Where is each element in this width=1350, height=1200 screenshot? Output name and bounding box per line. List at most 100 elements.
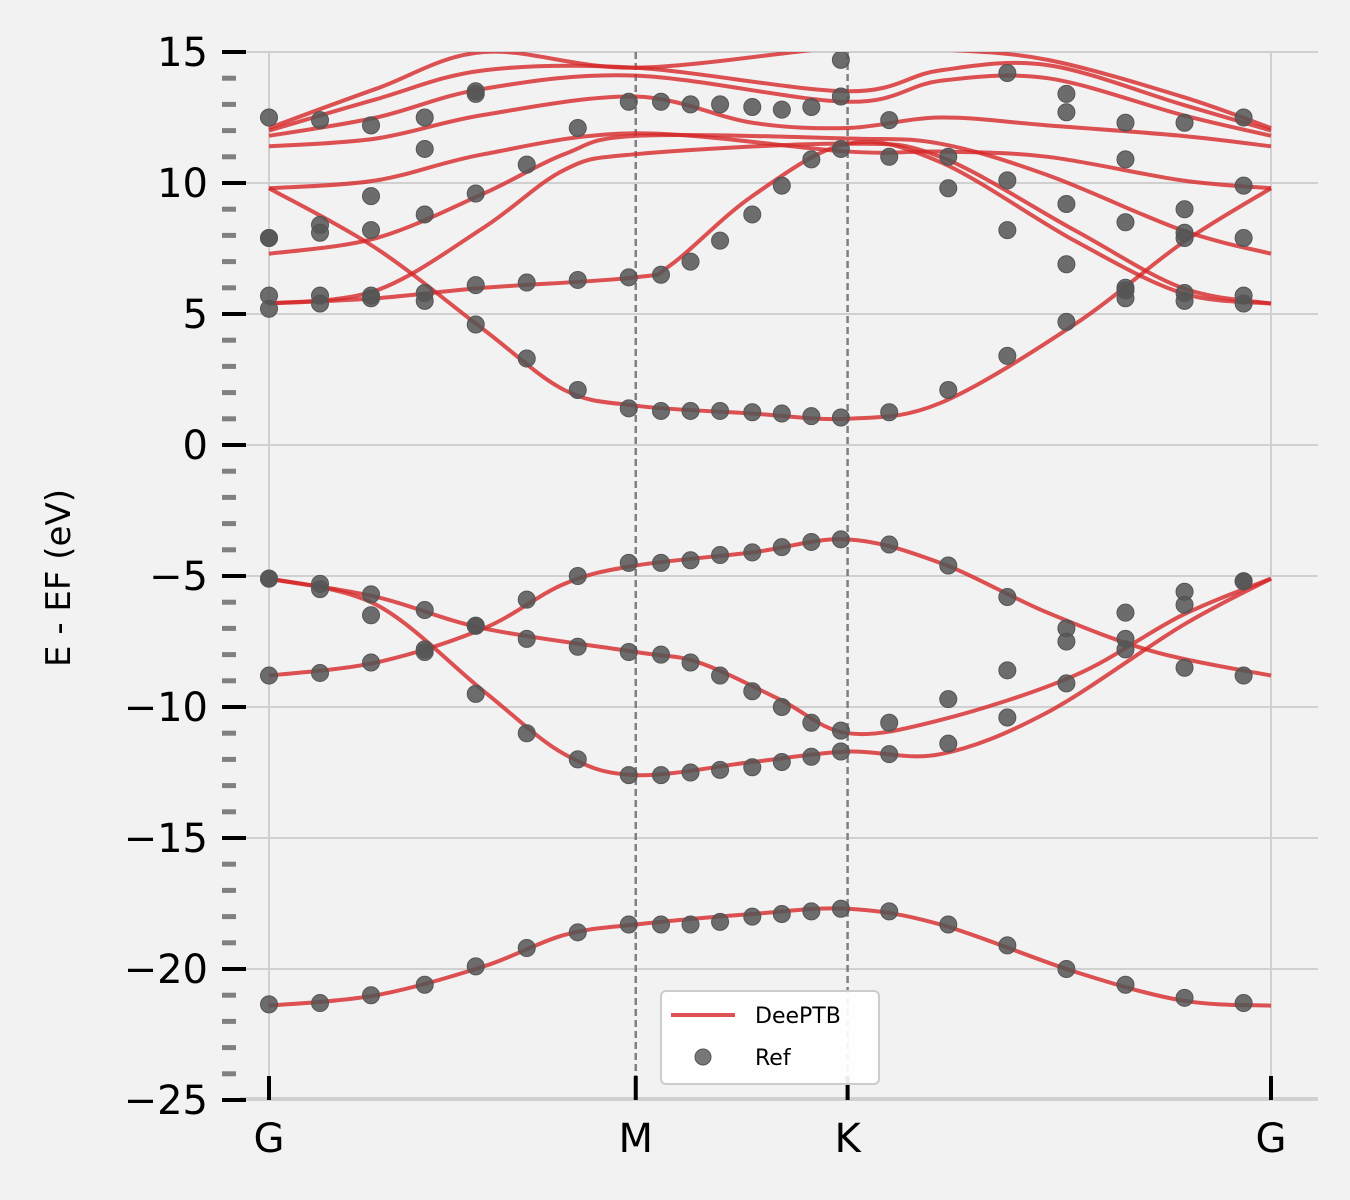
ref-point [681, 95, 700, 114]
ref-point [772, 538, 791, 557]
ref-point [1057, 255, 1076, 274]
ref-point [568, 118, 587, 137]
deeptb-band-line [268, 94, 1272, 149]
ref-point [619, 399, 638, 418]
y-axis-label: E - EF (eV) [39, 489, 79, 667]
ref-point [415, 975, 434, 994]
ref-point [568, 380, 587, 399]
ref-point [517, 590, 536, 609]
y-tick-label: −5 [149, 554, 208, 600]
ref-point [880, 535, 899, 554]
ref-point [1234, 229, 1253, 248]
ref-point [1234, 666, 1253, 685]
ref-point [939, 734, 958, 753]
ref-point [311, 580, 330, 599]
ref-point [711, 401, 730, 420]
ref-point [743, 907, 762, 926]
ref-point [517, 273, 536, 292]
ref-point [802, 150, 821, 169]
ref-point [415, 642, 434, 661]
ref-point [466, 616, 485, 635]
ref-point [466, 276, 485, 295]
ref-point [415, 601, 434, 620]
ref-points [260, 52, 1253, 1014]
ref-point [568, 637, 587, 656]
ref-point [831, 530, 850, 549]
ref-point [619, 915, 638, 934]
deeptb-band-line [268, 141, 1272, 306]
ref-point [743, 758, 762, 777]
ref-point [831, 87, 850, 106]
grid-lines [240, 51, 1318, 1101]
legend-ref-label: Ref [755, 1046, 792, 1071]
ref-point [831, 742, 850, 761]
ref-point [939, 690, 958, 709]
ref-point [880, 403, 899, 422]
ref-point [568, 567, 587, 585]
ref-point [415, 108, 434, 127]
ref-point [1116, 281, 1135, 300]
ref-point [619, 268, 638, 287]
ref-point [880, 902, 899, 921]
ref-point [802, 902, 821, 921]
ref-point [619, 642, 638, 661]
ref-point [619, 766, 638, 785]
ref-point [802, 713, 821, 732]
ref-point [939, 147, 958, 166]
ref-point [1057, 632, 1076, 651]
ref-point [998, 587, 1017, 606]
ref-point [802, 407, 821, 426]
ref-point [802, 747, 821, 766]
ref-point [831, 721, 850, 740]
ref-point [466, 957, 485, 976]
ref-point [362, 116, 381, 135]
ref-point [939, 179, 958, 198]
ref-point [1116, 975, 1135, 994]
ref-point [681, 252, 700, 271]
ref-point [651, 915, 670, 934]
ref-point [619, 553, 638, 572]
legend-ref-swatch [694, 1048, 712, 1066]
ref-point [651, 92, 670, 111]
ref-point [681, 763, 700, 782]
ref-point [466, 315, 485, 334]
ref-point [260, 108, 278, 127]
x-tick-label: G [1256, 1116, 1287, 1162]
deeptb-band-line [268, 73, 1272, 138]
x-tick-label: K [834, 1116, 862, 1162]
ref-point [260, 286, 278, 305]
ref-point [772, 698, 791, 716]
ref-point [1116, 150, 1135, 169]
deeptb-bands [268, 52, 1273, 1008]
ref-point [1116, 213, 1135, 232]
ref-point [651, 265, 670, 284]
ref-point [1116, 603, 1135, 622]
ref-point [939, 556, 958, 575]
ref-point [1057, 194, 1076, 213]
y-tick-label: −25 [124, 1078, 208, 1124]
ref-point [772, 404, 791, 423]
ref-point [802, 532, 821, 551]
ref-point [568, 750, 587, 769]
ref-point [362, 187, 381, 206]
ref-point [998, 708, 1017, 727]
ref-point [998, 63, 1017, 82]
ref-point [743, 682, 762, 701]
ref-point [1175, 284, 1194, 303]
ref-point [681, 915, 700, 934]
ref-point [772, 904, 791, 923]
ref-point [1057, 960, 1076, 978]
ref-point [1175, 113, 1194, 132]
ref-point [743, 543, 762, 562]
ref-point [1116, 629, 1135, 648]
y-tick-label: 10 [157, 161, 208, 207]
ref-point [802, 98, 821, 117]
y-tick-label: 0 [183, 423, 208, 469]
ref-point [1175, 595, 1194, 614]
ref-point [415, 139, 434, 158]
ref-point [1175, 200, 1194, 219]
ref-point [681, 401, 700, 420]
ref-point [939, 915, 958, 934]
ref-point [998, 661, 1017, 680]
ref-point [311, 111, 330, 130]
